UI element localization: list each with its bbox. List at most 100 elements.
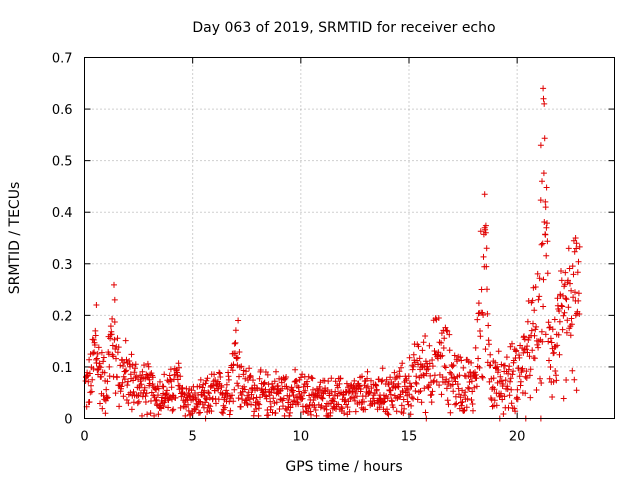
data-point (272, 410, 279, 416)
data-point (105, 351, 112, 358)
data-point (527, 394, 534, 401)
data-point (267, 398, 274, 405)
data-point (461, 392, 468, 399)
data-point (384, 410, 391, 417)
data-point (206, 390, 212, 397)
data-point (456, 372, 463, 379)
data-point (169, 407, 176, 414)
y-tick-label: 0.3 (52, 258, 73, 273)
data-point (464, 395, 471, 402)
data-point (292, 366, 299, 373)
data-point (328, 375, 335, 382)
data-point (233, 355, 240, 362)
data-point (408, 394, 415, 401)
data-point (539, 338, 546, 345)
data-point (196, 398, 203, 405)
data-point (542, 231, 549, 238)
data-point (267, 403, 274, 410)
data-point (379, 365, 386, 372)
data-point (514, 396, 521, 403)
data-point (426, 360, 433, 367)
data-point (88, 382, 94, 389)
data-point (516, 354, 523, 361)
data-point (523, 346, 529, 353)
data-point (121, 376, 128, 383)
data-point (534, 341, 541, 348)
data-point (232, 327, 239, 334)
data-point (265, 412, 272, 419)
data-point (124, 382, 131, 389)
x-tick-label: 0 (80, 430, 88, 445)
axis-ticks (84, 57, 615, 419)
data-point (235, 395, 242, 402)
data-point (551, 349, 557, 356)
data-point (468, 397, 475, 403)
data-point (236, 373, 242, 380)
data-point (524, 349, 531, 356)
data-point (469, 401, 476, 407)
data-point (125, 378, 131, 385)
data-point (98, 373, 105, 380)
data-point (409, 366, 416, 373)
data-point (94, 350, 101, 357)
data-point (90, 336, 97, 343)
data-point (257, 367, 264, 373)
data-point (366, 389, 373, 396)
data-point (325, 378, 332, 385)
data-point (387, 391, 394, 398)
y-tick-label: 0 (64, 413, 72, 428)
y-tick-label: 0.1 (52, 361, 73, 376)
data-point (480, 312, 487, 318)
data-point (458, 402, 465, 409)
data-point (255, 412, 262, 419)
data-point (429, 388, 436, 395)
data-point (357, 386, 364, 392)
data-point (536, 275, 543, 282)
data-point (547, 364, 554, 370)
data-point (273, 399, 280, 406)
data-point (166, 395, 173, 401)
data-point (527, 366, 534, 373)
data-point (531, 355, 538, 362)
data-point (371, 400, 378, 407)
data-point (542, 331, 549, 338)
data-point (378, 378, 385, 385)
data-point (331, 398, 337, 405)
data-point (202, 380, 209, 387)
data-point (494, 363, 501, 370)
data-point (302, 387, 309, 394)
x-tick-label: 10 (293, 430, 310, 445)
data-point (576, 311, 583, 317)
data-point (148, 389, 155, 396)
data-point (167, 366, 174, 373)
data-point (484, 359, 491, 366)
data-point (194, 401, 201, 408)
plot-frame (84, 57, 615, 419)
data-point (521, 333, 527, 340)
data-point (529, 347, 536, 354)
data-point (229, 392, 235, 399)
data-point (456, 391, 462, 398)
data-point (400, 396, 407, 403)
data-point (575, 290, 582, 297)
data-point (405, 401, 412, 408)
data-point (179, 384, 186, 391)
data-point (223, 387, 230, 394)
data-point (442, 364, 449, 371)
data-point (482, 346, 489, 353)
data-point (364, 368, 371, 375)
data-point (568, 321, 575, 328)
data-point (346, 408, 353, 415)
data-point (309, 375, 316, 382)
data-point (410, 363, 417, 370)
data-point (248, 391, 255, 398)
data-point (418, 399, 425, 406)
data-point (473, 375, 480, 382)
data-point (332, 378, 339, 385)
data-point (324, 387, 331, 393)
x-tick-label: 20 (509, 430, 526, 445)
data-point (466, 385, 473, 392)
data-point (563, 296, 570, 303)
y-tick-label: 0.2 (52, 309, 73, 324)
